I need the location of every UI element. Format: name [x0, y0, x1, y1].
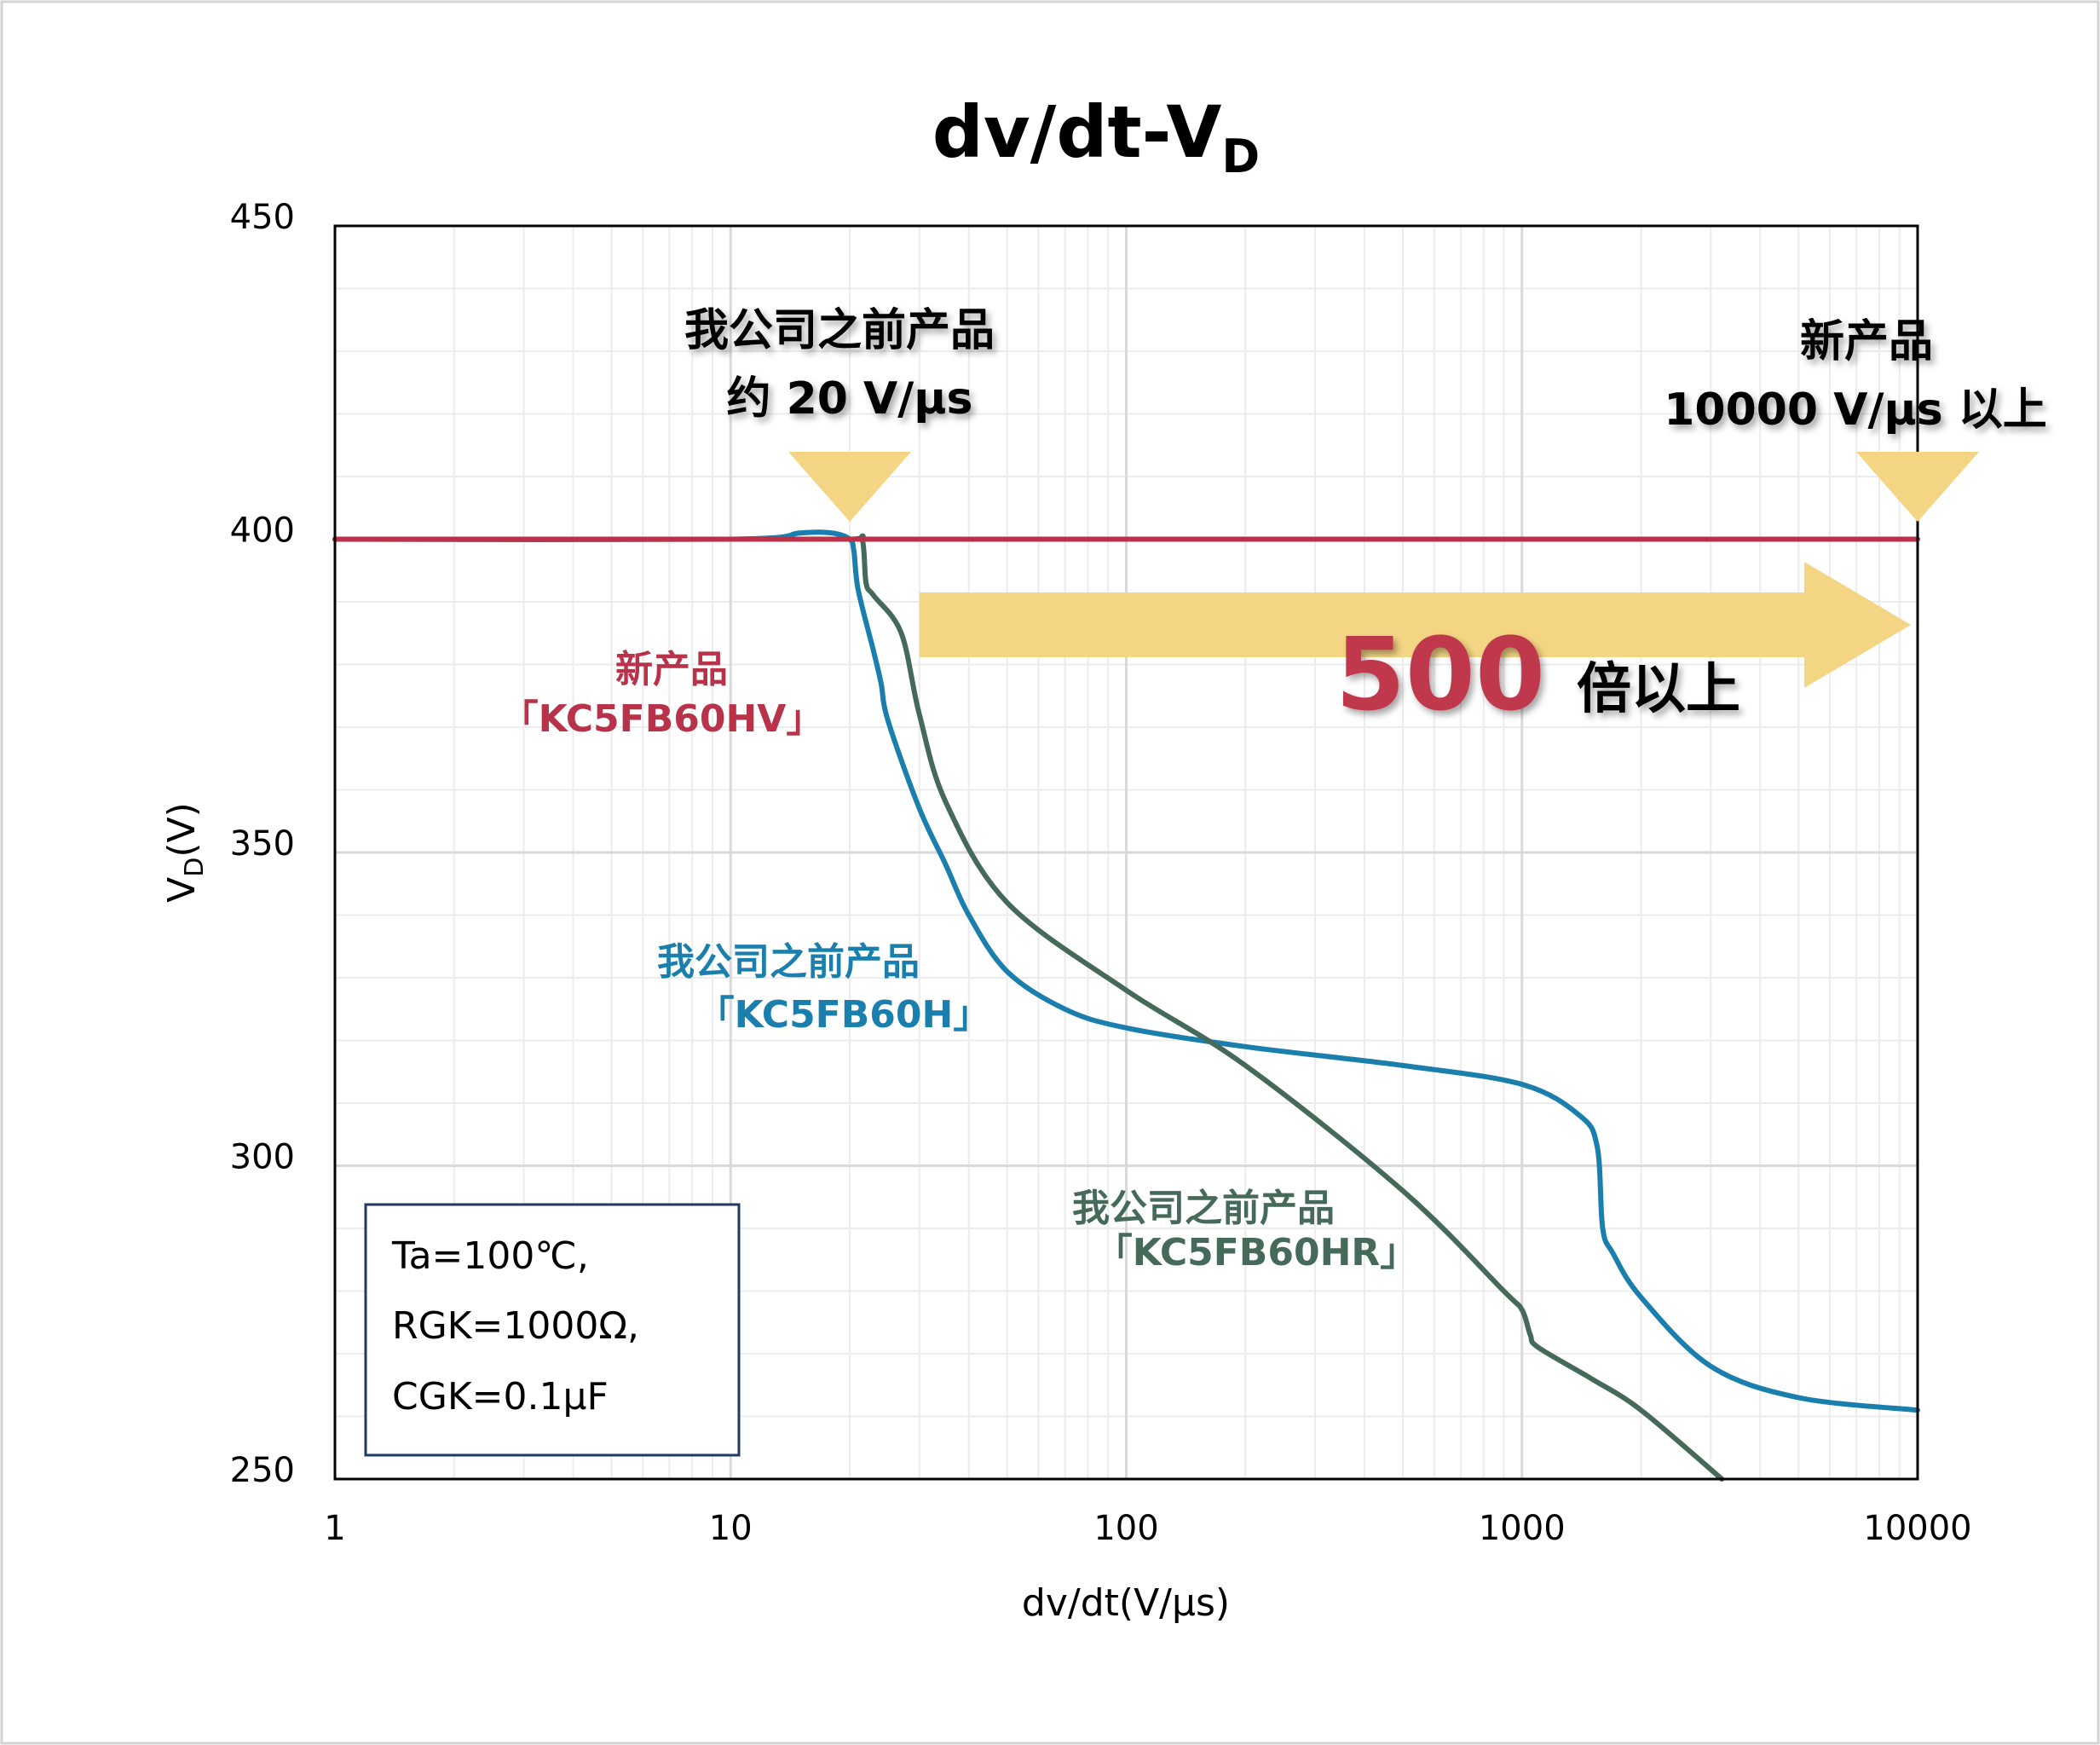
series-label-hr-line2: 「KC5FB60HR」 [1095, 1231, 1418, 1274]
series-label-kc5fb60h: 我公司之前产品 「KC5FB60H」 [657, 940, 990, 1037]
x-tick-label: 10000 [1863, 1509, 1971, 1548]
condition-ta: Ta=100℃, [391, 1234, 589, 1278]
series-label-h-line2: 「KC5FB60H」 [697, 993, 991, 1037]
ratio-annotation: 500 倍以上 [1336, 615, 1740, 733]
x-tick-label: 1000 [1479, 1509, 1566, 1548]
conditions-box-border [364, 1203, 741, 1457]
x-tick-labels: 1 10 100 1000 10000 [324, 1509, 1971, 1548]
series-label-h-line1: 我公司之前产品 [657, 940, 920, 984]
x-tick-label: 10 [709, 1509, 753, 1548]
series-label-hr-line1: 我公司之前产品 [1072, 1187, 1335, 1230]
old-limit-line2: 约 20 V/μs [726, 373, 972, 425]
y-axis-title: VD(V) [160, 802, 210, 903]
x-tick-label: 1 [324, 1509, 345, 1548]
ratio-number: 500 [1336, 615, 1545, 733]
x-tick-label: 100 [1093, 1509, 1158, 1548]
ratio-arrow [919, 562, 1911, 688]
old-limit-annotation: 我公司之前产品 约 20 V/μs [684, 305, 995, 425]
y-tick-label: 350 [230, 824, 295, 864]
y-tick-label: 400 [230, 511, 295, 551]
condition-rgk: RGK=1000Ω, [392, 1304, 639, 1348]
series-label-new-line1: 新产品 [615, 648, 728, 691]
new-limit-marker [1856, 452, 1979, 522]
ratio-suffix: 倍以上 [1577, 658, 1740, 721]
ratio-arrow-shape [919, 562, 1911, 688]
old-limit-marker [788, 452, 912, 522]
y-tick-label: 250 [230, 1451, 295, 1490]
series-line-kc5fb60h [332, 529, 1920, 1413]
series-label-new-product: 新产品 「KC5FB60HV」 [501, 648, 824, 741]
y-tick-label: 450 [230, 198, 295, 237]
new-limit-line2: 10000 V/μs 以上 [1664, 384, 2047, 436]
series-label-kc5fb60hr: 我公司之前产品 「KC5FB60HR」 [1072, 1187, 1417, 1274]
old-limit-line1: 我公司之前产品 [684, 305, 995, 356]
condition-cgk: CGK=0.1μF [392, 1375, 609, 1419]
y-tick-labels: 250 300 350 400 450 [230, 198, 295, 1490]
new-limit-annotation: 新产品 10000 V/μs 以上 [1664, 316, 2047, 436]
chart-title: dv/dt-VD [932, 90, 1260, 183]
y-tick-label: 300 [230, 1138, 295, 1177]
x-axis-title: dv/dt(V/μs) [1022, 1581, 1230, 1625]
conditions-box: Ta=100℃, RGK=1000Ω, CGK=0.1μF [364, 1203, 741, 1457]
series-label-new-line2: 「KC5FB60HV」 [501, 697, 824, 741]
new-limit-line1: 新产品 [1800, 316, 1933, 367]
series-layer [332, 529, 1920, 1482]
plot-area-border [333, 224, 1919, 1481]
